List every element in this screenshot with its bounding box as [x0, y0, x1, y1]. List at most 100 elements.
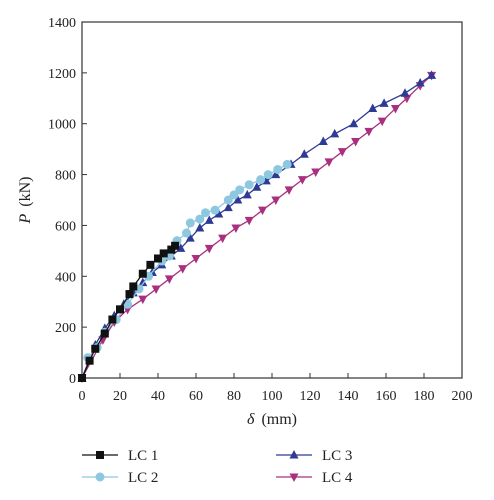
y-tick-label: 1000 [48, 118, 76, 133]
data-point-lc2 [263, 170, 273, 180]
data-point-lc2 [182, 228, 191, 238]
data-point-lc4 [284, 186, 294, 195]
series-lc1 [78, 241, 180, 382]
data-point-lc2 [123, 299, 133, 309]
plot-frame [81, 21, 463, 379]
data-point-lc1 [100, 329, 109, 338]
data-point-lc2 [282, 159, 292, 169]
x-tick-label: 200 [452, 389, 473, 404]
plot-area-border [81, 21, 463, 379]
series-layer [77, 70, 437, 383]
data-point-lc4 [231, 224, 241, 233]
data-point-lc4 [204, 244, 214, 254]
data-point-lc4 [164, 275, 174, 284]
y-tick-label: 1200 [48, 67, 76, 82]
data-point-lc1 [108, 315, 117, 324]
data-point-lc3 [138, 277, 148, 287]
legend-item-lc3: LC 3 [276, 448, 352, 464]
data-point-lc1 [159, 249, 168, 258]
data-point-lc1 [146, 260, 155, 269]
data-point-lc3 [242, 189, 252, 199]
data-point-lc2 [201, 208, 210, 218]
data-point-lc4 [377, 117, 387, 127]
data-point-lc2 [185, 218, 195, 228]
legend-label: LC 2 [128, 470, 158, 486]
x-axis-ticks: 0 20 40 60 80 100 120 140 160 180 200 [79, 373, 473, 404]
data-point-lc4 [191, 254, 201, 264]
data-point-lc3 [204, 215, 214, 224]
x-tick-label: 120 [300, 389, 321, 404]
data-point-lc3 [427, 70, 437, 79]
data-point-lc4 [297, 176, 307, 185]
data-point-lc4 [244, 216, 254, 226]
legend-item-lc1: LC 1 [82, 448, 158, 464]
data-point-lc3 [252, 182, 262, 191]
data-point-lc3 [223, 202, 233, 212]
data-point-lc1 [138, 269, 147, 278]
data-point-lc4 [178, 265, 188, 274]
y-tick-label: 1400 [48, 16, 76, 31]
data-point-lc1 [154, 254, 162, 263]
data-point-lc4 [151, 285, 161, 294]
legend-swatch-marker [289, 450, 299, 459]
data-point-lc2 [235, 185, 245, 195]
y-tick-label: 200 [55, 321, 76, 336]
x-tick-label: 180 [414, 389, 435, 404]
data-point-lc3 [214, 208, 224, 218]
x-axis-symbol: δ [247, 411, 255, 428]
data-point-lc4 [402, 94, 412, 104]
x-tick-label: 0 [79, 389, 86, 404]
y-tick-label: 400 [55, 270, 76, 285]
data-point-lc4 [258, 206, 267, 216]
data-point-lc2 [210, 205, 220, 215]
x-tick-label: 160 [376, 389, 397, 404]
y-axis-label: P (kN) [17, 177, 34, 225]
data-point-lc2 [256, 175, 266, 185]
data-point-lc2 [195, 214, 205, 224]
x-axis-unit: (mm) [261, 411, 297, 428]
data-point-lc3 [185, 233, 195, 242]
legend-item-lc2: LC 2 [82, 470, 158, 486]
data-point-lc4 [351, 138, 361, 147]
data-point-lc3 [233, 195, 243, 204]
y-axis-ticks: 0 200 400 600 800 1000 1200 1400 [48, 16, 87, 387]
data-point-lc4 [391, 104, 400, 114]
legend: LC 1 LC 2 LC 3 LC 4 [82, 448, 353, 486]
data-point-lc2 [244, 180, 254, 190]
data-point-lc1 [171, 241, 180, 250]
data-point-lc4 [138, 295, 148, 305]
data-point-lc1 [85, 356, 94, 365]
series-line-lc4 [81, 74, 433, 379]
data-point-lc3 [379, 98, 389, 107]
data-point-lc4 [311, 168, 321, 178]
data-point-lc4 [337, 148, 347, 157]
legend-swatch-marker [289, 473, 299, 482]
legend-item-lc4: LC 4 [276, 470, 353, 486]
x-tick-label: 140 [338, 389, 359, 404]
legend-swatch-marker [96, 451, 104, 459]
data-point-lc4 [364, 127, 374, 137]
data-point-lc4 [324, 158, 334, 167]
y-axis-symbol: P [17, 214, 34, 225]
legend-label: LC 3 [322, 448, 352, 464]
series-line-lc2 [87, 163, 288, 359]
y-tick-label: 0 [69, 372, 76, 387]
y-tick-label: 600 [55, 219, 76, 234]
x-axis-label: δ (mm) [247, 411, 297, 428]
data-point-lc1 [91, 344, 100, 353]
data-point-lc1 [129, 282, 138, 291]
data-point-lc4 [218, 234, 228, 244]
series-lc3 [77, 70, 437, 382]
y-tick-label: 800 [55, 169, 76, 184]
data-point-lc3 [195, 222, 205, 232]
data-point-lc3 [330, 128, 340, 138]
x-tick-label: 40 [151, 389, 165, 404]
data-point-lc3 [368, 103, 378, 112]
legend-label: LC 1 [128, 448, 158, 464]
data-point-lc4 [98, 336, 108, 345]
data-point-lc1 [116, 305, 124, 314]
data-point-lc3 [400, 88, 410, 97]
data-point-lc4 [271, 196, 281, 205]
series-lc4 [77, 71, 437, 383]
